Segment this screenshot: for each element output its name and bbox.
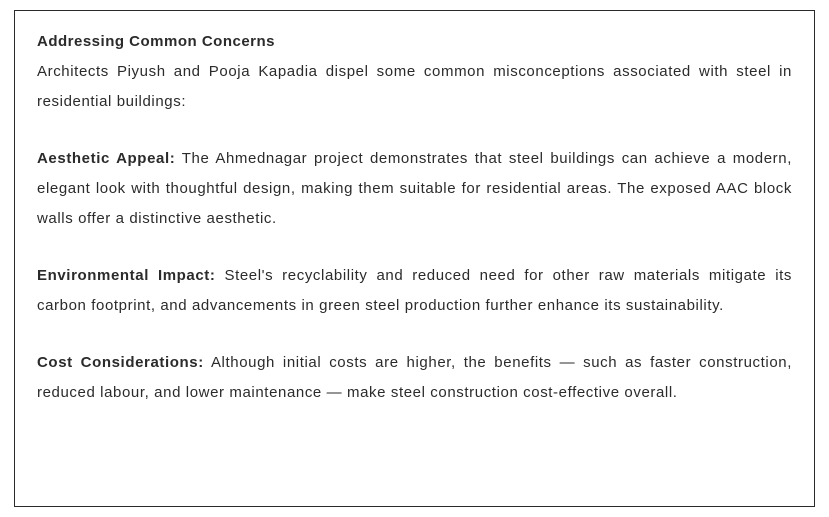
- concerns-card: Addressing Common Concerns Architects Pi…: [14, 10, 815, 507]
- section-label: Environmental Impact:: [37, 267, 216, 284]
- section-label: Cost Considerations:: [37, 354, 204, 371]
- section-cost: Cost Considerations: Although initial co…: [37, 348, 792, 408]
- section-environment: Environmental Impact: Steel's recyclabil…: [37, 261, 792, 321]
- section-label: Aesthetic Appeal:: [37, 150, 175, 167]
- section-aesthetic: Aesthetic Appeal: The Ahmednagar project…: [37, 144, 792, 234]
- card-title: Addressing Common Concerns: [37, 27, 792, 57]
- card-intro: Architects Piyush and Pooja Kapadia disp…: [37, 57, 792, 117]
